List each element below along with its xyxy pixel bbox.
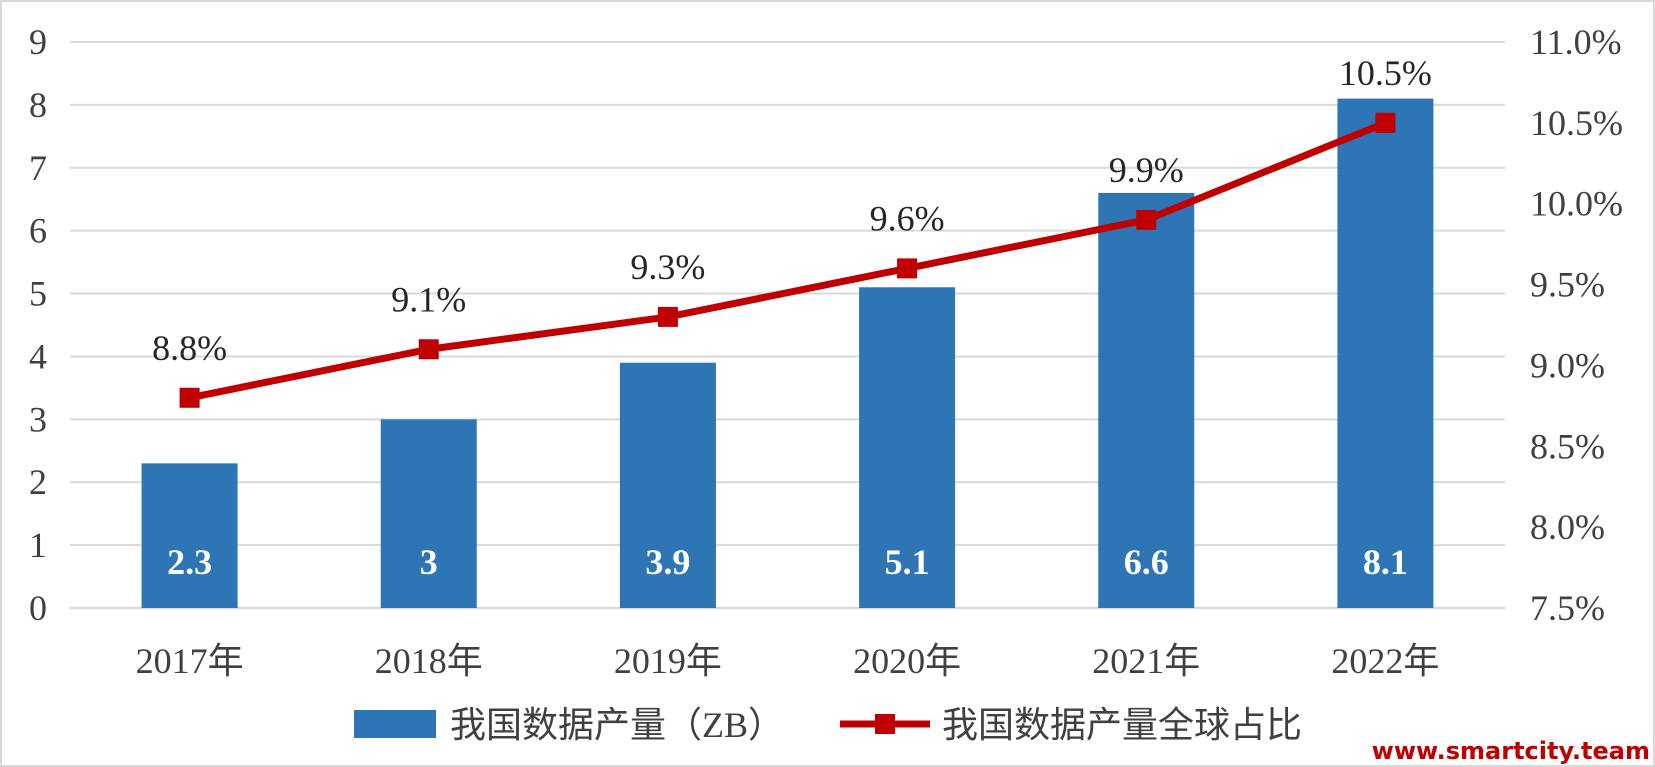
bar bbox=[1337, 98, 1434, 608]
line-marker bbox=[1375, 112, 1396, 133]
y-right-tick-label: 8.0% bbox=[1530, 507, 1605, 547]
bar-data-label: 5.1 bbox=[885, 542, 930, 582]
bar-data-label: 2.3 bbox=[167, 542, 212, 582]
y-left-tick-label: 5 bbox=[29, 274, 47, 314]
y-axis-right: 7.5% 8.0% 8.5% 9.0% 9.5% 10.0% 10.5% 11.0% bbox=[1530, 22, 1623, 628]
y-right-tick-label: 9.0% bbox=[1530, 345, 1605, 385]
x-axis: 2017年 2018年 2019年 2020年 2021年 2022年 bbox=[136, 641, 1440, 681]
line-data-label: 9.6% bbox=[870, 198, 945, 238]
line-data-labels: 8.8% 9.1% 9.3% 9.6% 9.9% 10.5% bbox=[152, 53, 1432, 368]
line-data-label: 9.1% bbox=[391, 279, 466, 319]
y-left-tick-label: 7 bbox=[29, 148, 47, 188]
bar-data-label: 3.9 bbox=[645, 542, 690, 582]
bar-series bbox=[141, 98, 1434, 608]
y-left-tick-label: 6 bbox=[29, 211, 47, 251]
gridlines bbox=[70, 41, 1505, 610]
x-tick-label: 2021年 bbox=[1092, 641, 1200, 681]
bar-data-label: 6.6 bbox=[1124, 542, 1169, 582]
bar-data-label: 3 bbox=[420, 542, 438, 582]
y-axis-left: 0 1 2 3 4 5 6 7 8 9 bbox=[29, 22, 47, 628]
line-marker bbox=[897, 258, 918, 279]
bar bbox=[380, 419, 477, 608]
y-right-tick-label: 11.0% bbox=[1530, 22, 1622, 62]
x-tick-label: 2020年 bbox=[853, 641, 961, 681]
x-tick-label: 2019年 bbox=[614, 641, 722, 681]
bar-data-label: 8.1 bbox=[1363, 542, 1408, 582]
y-left-tick-label: 9 bbox=[29, 22, 47, 62]
y-right-tick-label: 7.5% bbox=[1530, 588, 1605, 628]
bar bbox=[619, 362, 716, 608]
bar bbox=[859, 287, 956, 608]
y-left-tick-label: 8 bbox=[29, 85, 47, 125]
line-data-label: 9.3% bbox=[630, 247, 705, 287]
line-marker bbox=[418, 339, 439, 360]
y-left-tick-label: 0 bbox=[29, 588, 47, 628]
y-right-tick-label: 10.5% bbox=[1530, 103, 1623, 143]
watermark: www.smartcity.team bbox=[1372, 737, 1650, 765]
y-left-tick-label: 2 bbox=[29, 462, 47, 502]
y-left-tick-label: 3 bbox=[29, 399, 47, 439]
legend-swatch-bar bbox=[354, 710, 436, 738]
y-left-tick-label: 4 bbox=[29, 336, 47, 376]
y-right-tick-label: 10.0% bbox=[1530, 184, 1623, 224]
bar bbox=[1098, 192, 1195, 608]
legend-label-bar: 我国数据产量（ZB） bbox=[450, 705, 784, 745]
x-tick-label: 2018年 bbox=[375, 641, 483, 681]
line-marker bbox=[179, 387, 200, 408]
y-right-tick-label: 8.5% bbox=[1530, 426, 1605, 466]
legend-swatch-marker bbox=[875, 714, 895, 734]
line-data-label: 10.5% bbox=[1339, 53, 1432, 93]
bar-data-labels: 2.3 3 3.9 5.1 6.6 8.1 bbox=[167, 542, 1408, 582]
line-data-label: 8.8% bbox=[152, 328, 227, 368]
bar bbox=[141, 463, 238, 608]
y-right-tick-label: 9.5% bbox=[1530, 265, 1605, 305]
series-line bbox=[188, 119, 1387, 402]
y-left-tick-label: 1 bbox=[29, 525, 47, 565]
legend-label-line: 我国数据产量全球占比 bbox=[942, 705, 1302, 745]
line-series bbox=[179, 112, 1396, 408]
legend: 我国数据产量（ZB） 我国数据产量全球占比 bbox=[354, 705, 1302, 745]
line-data-label: 9.9% bbox=[1109, 150, 1184, 190]
x-tick-label: 2017年 bbox=[136, 641, 244, 681]
line-marker bbox=[657, 306, 678, 327]
x-tick-label: 2022年 bbox=[1331, 641, 1439, 681]
line-marker bbox=[1136, 209, 1157, 230]
